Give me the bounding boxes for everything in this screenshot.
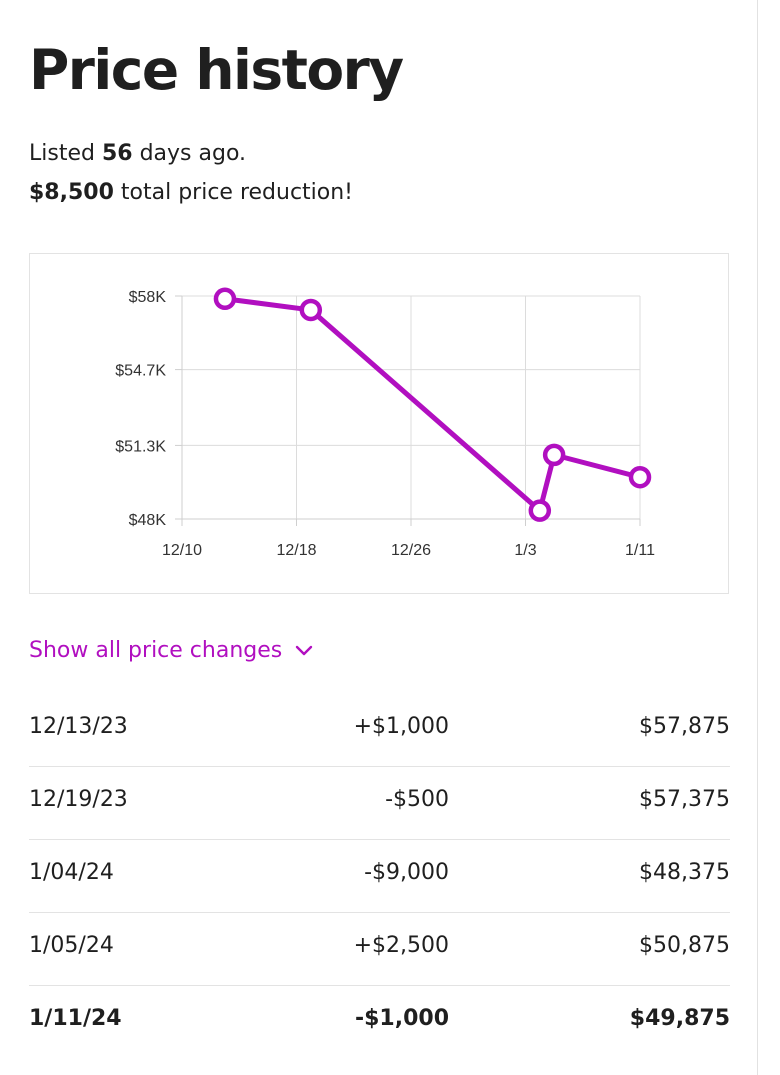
row-price: $49,875 xyxy=(629,1006,730,1031)
chevron-down-icon xyxy=(296,645,313,655)
price-point xyxy=(628,465,652,489)
price-point xyxy=(528,499,552,522)
row-date: 1/04/24 xyxy=(29,860,114,885)
y-tick-label: $48K xyxy=(129,512,167,529)
price-series-line xyxy=(222,296,643,514)
table-row: 12/13/23 +$1,000 $57,875 xyxy=(29,694,730,767)
listed-days: 56 xyxy=(101,141,133,166)
x-tick-label: 12/10 xyxy=(162,542,202,559)
row-change: +$2,500 xyxy=(353,933,449,958)
x-tick-label: 1/11 xyxy=(625,542,655,559)
table-row: 12/19/23 -$500 $57,375 xyxy=(29,767,730,840)
reduction-suffix: total price reduction! xyxy=(113,180,354,205)
y-tick-label: $51.3K xyxy=(115,438,166,455)
row-date: 12/13/23 xyxy=(29,714,128,739)
listed-summary: Listed 56 days ago. xyxy=(29,141,246,166)
price-history-card: Price history Listed 56 days ago. $8,500… xyxy=(29,0,758,1075)
y-tick-label: $54.7K xyxy=(115,363,166,380)
listed-prefix: Listed xyxy=(29,141,102,166)
row-change: +$1,000 xyxy=(353,714,449,739)
price-point xyxy=(213,287,237,311)
row-change: -$1,000 xyxy=(354,1006,449,1031)
x-tick-label: 12/26 xyxy=(391,542,431,559)
price-chart-svg: 12/10 12/18 12/26 1/3 1/11 $58K $54.7K $51.3K $4… xyxy=(115,287,655,559)
table-row: 1/05/24 +$2,500 $50,875 xyxy=(29,913,730,986)
show-all-label: Show all price changes xyxy=(29,638,283,663)
row-price: $57,375 xyxy=(639,787,730,812)
row-price: $50,875 xyxy=(639,933,730,958)
row-date: 12/19/23 xyxy=(29,787,128,812)
listed-suffix: days ago. xyxy=(132,141,247,166)
row-price: $57,875 xyxy=(639,714,730,739)
x-tick-label: 1/3 xyxy=(514,542,536,559)
show-all-price-changes-button[interactable]: Show all price changes xyxy=(29,638,314,663)
y-tick-label: $58K xyxy=(129,289,167,306)
row-change: -$9,000 xyxy=(364,860,449,885)
row-date: 1/11/24 xyxy=(29,1006,122,1031)
page-title: Price history xyxy=(29,38,404,102)
row-date: 1/05/24 xyxy=(29,933,114,958)
row-change: -$500 xyxy=(385,787,449,812)
price-point xyxy=(299,298,323,322)
table-row: 1/11/24 -$1,000 $49,875 xyxy=(29,986,730,1058)
reduction-amount: $8,500 xyxy=(29,180,114,205)
row-price: $48,375 xyxy=(639,860,730,885)
price-chart: 12/10 12/18 12/26 1/3 1/11 $58K $54.7K $51.3K $4… xyxy=(29,253,729,594)
price-changes-table: 12/13/23 +$1,000 $57,875 12/19/23 -$500 $57,3… xyxy=(29,694,730,1058)
price-point xyxy=(542,443,566,467)
reduction-summary: $8,500 total price reduction! xyxy=(29,180,353,205)
x-tick-label: 12/18 xyxy=(276,542,316,559)
table-row: 1/04/24 -$9,000 $48,375 xyxy=(29,840,730,913)
